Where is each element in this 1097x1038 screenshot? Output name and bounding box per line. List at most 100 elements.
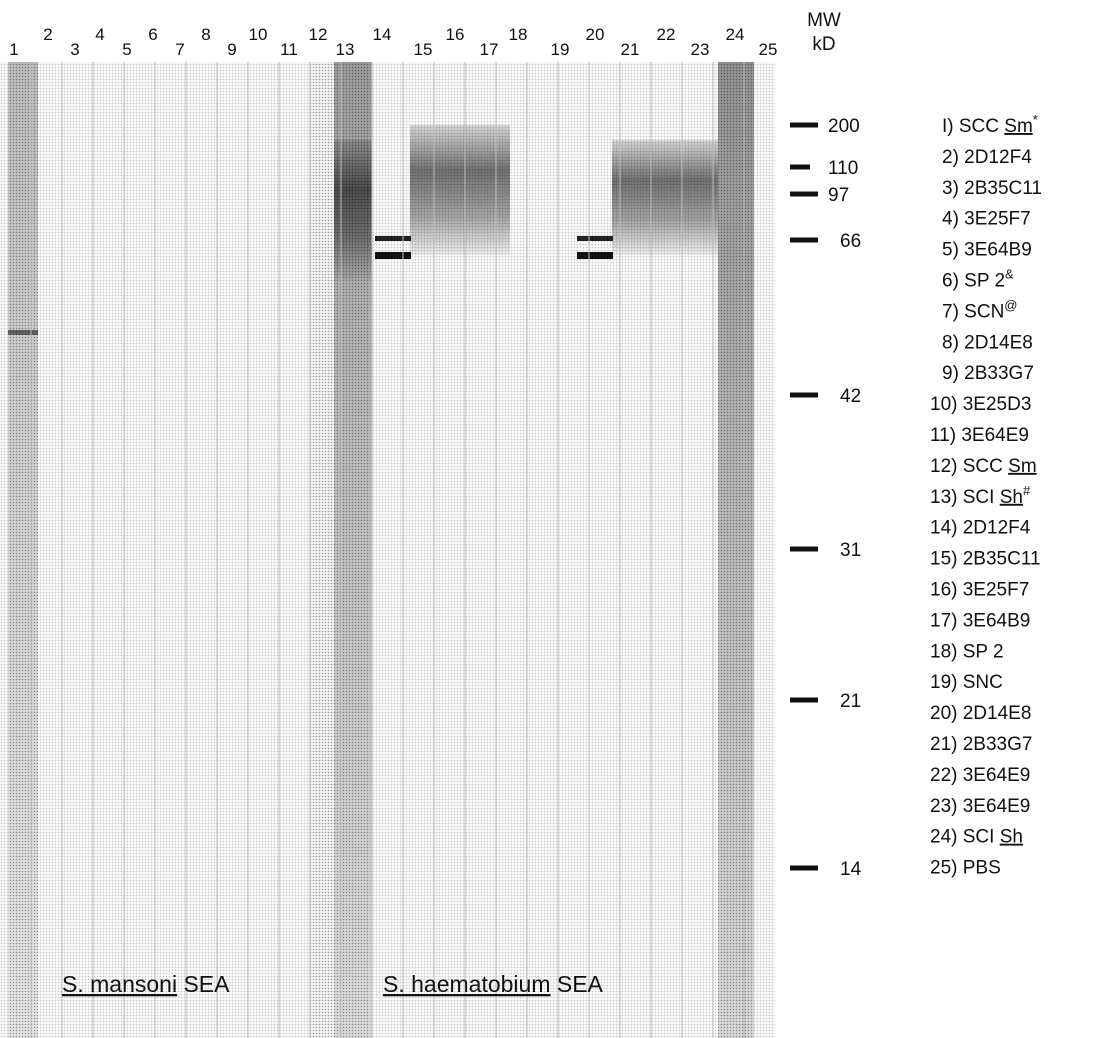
- legend-entry: 11) 3E64E9: [930, 425, 1029, 446]
- legend-label: 10) 3E25D3: [930, 394, 1031, 415]
- legend-underlined: Sh: [1000, 487, 1023, 508]
- lane-number: 18: [509, 25, 528, 44]
- legend-label: 3) 2B35C11: [942, 178, 1042, 199]
- legend-entry: 3) 2B35C11: [942, 178, 1042, 199]
- marker-tick: [790, 164, 810, 170]
- legend-label: I) SCC: [942, 116, 1004, 137]
- lane-number: 1: [9, 40, 18, 59]
- band: [577, 252, 613, 259]
- legend-label: 17) 3E64B9: [930, 610, 1030, 631]
- lane-number: 19: [551, 40, 570, 59]
- legend-underlined: Sh: [1000, 827, 1023, 848]
- legend-sup: &: [1005, 267, 1014, 282]
- legend-sup: *: [1033, 112, 1038, 127]
- legend-entry: 17) 3E64B9: [930, 610, 1030, 631]
- lane-number: 21: [621, 40, 640, 59]
- legend-entry: 21) 2B33G7: [930, 734, 1032, 755]
- marker-tick: [790, 237, 818, 243]
- legend-sup: @: [1004, 297, 1017, 312]
- smear: [612, 140, 718, 255]
- species-name: S. haematobium: [383, 971, 550, 997]
- legend-label: 11) 3E64E9: [930, 425, 1029, 446]
- lane-number: 3: [70, 40, 79, 59]
- legend-label: 6) SP 2: [942, 271, 1005, 292]
- legend-entry: 9) 2B33G7: [942, 363, 1034, 384]
- legend-label: 18) SP 2: [930, 641, 1004, 662]
- legend-entry: 14) 2D12F4: [930, 518, 1031, 539]
- legend-label: 7) SCN: [942, 301, 1004, 322]
- lane-number: 15: [414, 40, 433, 59]
- legend-label: 20) 2D14E8: [930, 703, 1031, 724]
- legend-label: 24) SCI: [930, 827, 1000, 848]
- marker-label: 66: [840, 231, 861, 252]
- marker-tick: [790, 122, 818, 128]
- legend-label: 25) PBS: [930, 858, 1001, 879]
- legend-entry: 5) 3E64B9: [942, 240, 1032, 261]
- lane-numbers: 1234567891011121314151617181920212223242…: [9, 25, 777, 59]
- band: [577, 236, 613, 241]
- gel-label: S. haematobium SEA: [383, 971, 604, 997]
- mw-header: MW: [807, 10, 841, 31]
- lane-number: 23: [691, 40, 710, 59]
- legend-entry: 22) 3E64E9: [930, 765, 1030, 786]
- legend-underlined: Sm: [1004, 116, 1033, 137]
- legend-sup: #: [1023, 483, 1031, 498]
- marker-label: 110: [828, 158, 858, 179]
- legend-entry: I) SCC Sm*: [942, 112, 1038, 137]
- marker-tick: [790, 697, 818, 703]
- lane-number: 20: [586, 25, 605, 44]
- marker-tick: [790, 191, 818, 197]
- legend-label: 4) 3E25F7: [942, 209, 1031, 230]
- legend-entry: 4) 3E25F7: [942, 209, 1031, 230]
- legend-label: 15) 2B35C11: [930, 549, 1041, 570]
- gel-label: S. mansoni SEA: [62, 971, 230, 997]
- lane-number: 12: [309, 25, 328, 44]
- legend-entry: 18) SP 2: [930, 641, 1004, 662]
- lane-shade: [8, 62, 38, 1038]
- legend-label: 12) SCC: [930, 456, 1008, 477]
- lane-number: 5: [122, 40, 131, 59]
- band: [375, 236, 411, 241]
- lane-number: 25: [759, 40, 778, 59]
- marker-label: 97: [828, 185, 849, 206]
- legend-label: 19) SNC: [930, 672, 1003, 693]
- legend-label: 23) 3E64E9: [930, 796, 1030, 817]
- marker-label: 14: [840, 859, 862, 880]
- gel: [0, 62, 775, 1038]
- lane-number: 22: [657, 25, 676, 44]
- legend-entry: 24) SCI Sh: [930, 827, 1023, 848]
- legend-label: 13) SCI: [930, 487, 1000, 508]
- lane-number: 11: [280, 40, 298, 59]
- legend-label: 14) 2D12F4: [930, 518, 1031, 539]
- marker-label: 42: [840, 386, 861, 407]
- lane-number: 4: [95, 25, 104, 44]
- legend-entry: 7) SCN@: [942, 297, 1018, 322]
- legend-underlined: Sm: [1008, 456, 1037, 477]
- lane-number: 6: [148, 25, 157, 44]
- lane-number: 7: [175, 40, 184, 59]
- gel-labels: S. mansoni SEA S. haematobium SEA: [62, 971, 604, 997]
- lane-shade: [718, 62, 754, 1038]
- legend-entry: 20) 2D14E8: [930, 703, 1031, 724]
- lane-number: 9: [227, 40, 236, 59]
- marker-label: 31: [840, 540, 861, 561]
- lane-number: 17: [480, 40, 499, 59]
- species-name: S. mansoni: [62, 971, 177, 997]
- lane-number: 8: [201, 25, 210, 44]
- mw-markers: MW kD 200 110 97 66 42 31 21 14: [790, 10, 862, 880]
- legend-label: 2) 2D12F4: [942, 147, 1032, 168]
- legend-label: 21) 2B33G7: [930, 734, 1032, 755]
- legend-label: 22) 3E64E9: [930, 765, 1030, 786]
- lane-number: 10: [249, 25, 268, 44]
- legend-entry: 19) SNC: [930, 672, 1003, 693]
- legend-entry: 25) PBS: [930, 858, 1001, 879]
- smear: [334, 140, 372, 280]
- lane-number: 13: [336, 40, 355, 59]
- marker-label: 21: [840, 691, 861, 712]
- gel-label-suffix: SEA: [550, 971, 603, 997]
- mw-header: kD: [812, 34, 835, 55]
- legend-entry: 12) SCC Sm: [930, 456, 1037, 477]
- legend-entry: 15) 2B35C11: [930, 549, 1041, 570]
